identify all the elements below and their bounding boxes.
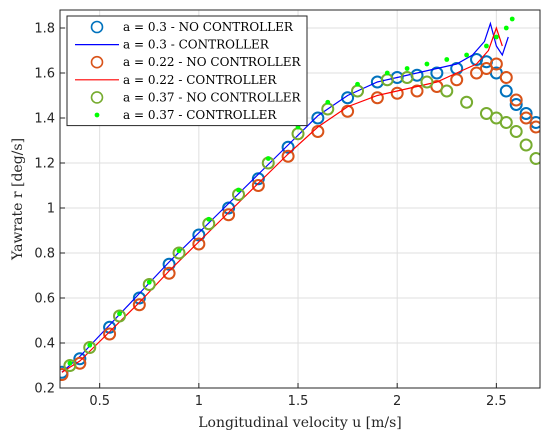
- data-point: [117, 311, 122, 317]
- legend-label: a = 0.3 - NO CONTROLLER: [123, 20, 294, 34]
- data-point: [430, 66, 444, 80]
- data-point: [390, 86, 404, 100]
- series-line: [61, 26, 503, 373]
- data-point: [281, 140, 295, 154]
- plot-frame: [59, 9, 541, 389]
- y-axis-label: Yawrate r [deg/s]: [10, 138, 26, 261]
- data-point: [73, 352, 87, 366]
- data-point: [236, 187, 241, 193]
- y-tick-label: 1.8: [34, 22, 55, 37]
- legend-swatch-circle: [90, 20, 104, 34]
- data-point: [440, 84, 454, 98]
- data-point: [493, 34, 499, 40]
- y-tick-label: 1.2: [34, 157, 55, 172]
- data-point: [60, 368, 69, 381]
- data-point: [460, 95, 474, 109]
- y-tick-label: 1.4: [34, 112, 55, 127]
- data-point: [529, 120, 540, 134]
- legend-label: a = 0.22 - CONTROLLER: [123, 73, 277, 87]
- data-point: [146, 279, 152, 285]
- data-point: [67, 360, 73, 366]
- data-point: [162, 257, 176, 271]
- data-point: [142, 278, 156, 291]
- data-point: [384, 70, 390, 76]
- data-point: [172, 246, 186, 260]
- data-point: [509, 16, 515, 22]
- data-point: [87, 342, 93, 348]
- data-point: [519, 138, 533, 152]
- data-point: [103, 320, 117, 334]
- data-point: [424, 61, 430, 67]
- y-tick-label: 0.8: [34, 247, 55, 262]
- legend: a = 0.3 - NO CONTROLLER a = 0.3 - CONTROL…: [66, 15, 308, 127]
- data-point: [63, 359, 77, 372]
- series-layer: [60, 16, 540, 381]
- data-point: [325, 99, 331, 105]
- legend-label: a = 0.22 - NO CONTROLLER: [123, 55, 301, 69]
- legend-swatch-circle: [90, 91, 104, 104]
- data-point: [489, 57, 503, 71]
- data-point: [499, 116, 513, 129]
- data-point: [450, 73, 464, 87]
- data-point: [404, 66, 410, 71]
- legend-swatch-point: [94, 112, 100, 118]
- data-point: [484, 43, 489, 49]
- x-tick-label: 1.5: [288, 394, 309, 409]
- y-tick-label: 0.2: [34, 382, 55, 397]
- series-a-0-22-controller: [61, 26, 503, 373]
- data-point: [499, 84, 513, 98]
- data-point: [132, 291, 146, 305]
- data-point: [420, 75, 434, 89]
- series-a-0-22-no-controller: [60, 57, 540, 381]
- legend-swatch-circle: [90, 55, 104, 69]
- data-point: [222, 208, 236, 222]
- y-tick-label: 1: [47, 202, 55, 217]
- x-tick-label: 0.5: [89, 394, 110, 409]
- data-point: [519, 107, 533, 120]
- data-point: [464, 52, 470, 58]
- data-point: [509, 125, 523, 138]
- legend-box: [66, 15, 308, 127]
- data-point: [162, 266, 176, 280]
- data-point: [176, 248, 182, 254]
- legend-label: a = 0.3 - CONTROLLER: [123, 38, 270, 52]
- x-tick-label: 2.5: [486, 394, 507, 409]
- data-point: [341, 91, 355, 105]
- data-point: [222, 201, 236, 215]
- data-point: [251, 179, 265, 192]
- data-point: [281, 149, 295, 163]
- data-point: [341, 104, 355, 118]
- legend-label: a = 0.37 - CONTROLLER: [123, 108, 277, 122]
- data-point: [251, 172, 265, 186]
- data-point: [509, 98, 523, 111]
- data-point: [410, 84, 424, 98]
- x-tick-label: 2: [393, 394, 401, 409]
- data-point: [113, 309, 127, 323]
- data-point: [103, 327, 117, 341]
- x-axis-label: Longitudinal velocity u [m/s]: [198, 415, 402, 431]
- series-a-0-37-controller: [67, 16, 515, 366]
- legend-label: a = 0.37 - NO CONTROLLER: [123, 90, 301, 104]
- data-point: [192, 228, 206, 242]
- data-point: [265, 156, 271, 161]
- y-tick-label: 0.4: [34, 337, 55, 352]
- data-point: [529, 152, 540, 165]
- data-point: [132, 298, 146, 312]
- data-point: [499, 71, 513, 84]
- x-tick-label: 1: [195, 394, 203, 409]
- y-tick-label: 1.6: [34, 67, 55, 82]
- data-point: [400, 71, 414, 84]
- data-point: [355, 81, 360, 87]
- data-point: [311, 111, 325, 125]
- data-point: [503, 25, 509, 31]
- ticks: 0.5 1 1.5 2 2.5 0.2 0.4 0.6 0.8 1 1.2 1.4 1.6 1.8: [34, 22, 506, 410]
- data-point: [83, 341, 97, 354]
- y-tick-label: 0.6: [34, 292, 55, 307]
- data-point: [509, 93, 523, 107]
- data-point: [519, 111, 533, 125]
- data-point: [192, 237, 206, 251]
- data-point: [444, 57, 450, 62]
- data-point: [206, 216, 212, 222]
